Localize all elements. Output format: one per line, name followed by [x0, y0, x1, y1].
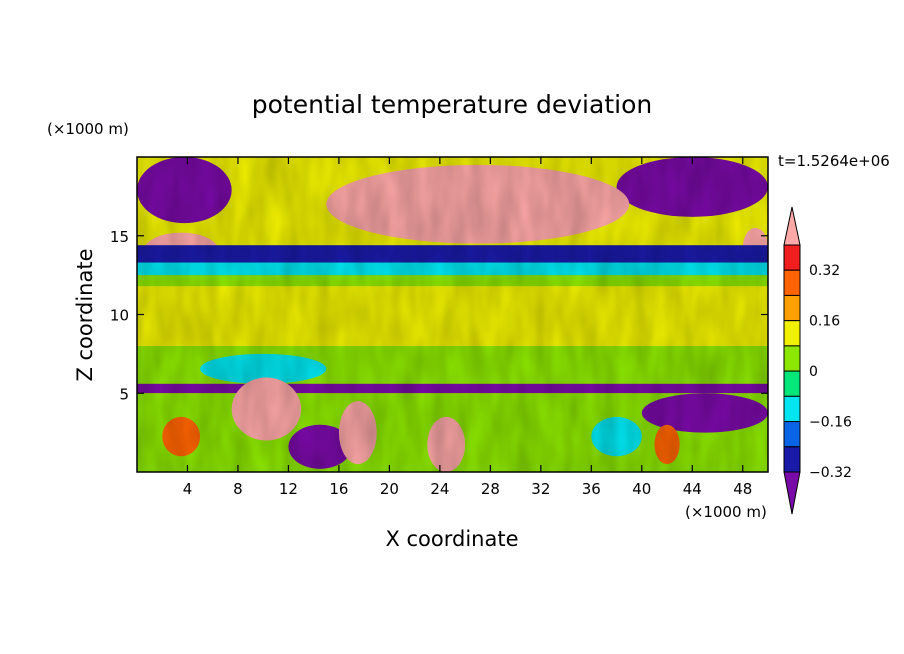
colorbar-box — [783, 320, 801, 347]
y-axis: 5 10 15 — [110, 228, 768, 403]
x-axis: 4 8 12 16 20 24 28 32 36 40 44 48 — [183, 157, 752, 498]
colorbar-box — [783, 269, 801, 296]
y-tick-label: 15 — [110, 228, 129, 246]
colorbar-label: −0.16 — [809, 415, 852, 431]
y-tick-label: 10 — [110, 307, 129, 325]
x-unit-label: (×1000 m) — [685, 503, 767, 521]
colorbar-box — [783, 345, 801, 372]
x-tick-label: 12 — [279, 480, 298, 498]
colorbar-box — [783, 294, 801, 322]
time-label: t=1.5264e+06 — [778, 152, 890, 170]
x-tick-label: 48 — [733, 480, 752, 498]
y-tick-label: 5 — [119, 385, 129, 403]
x-tick-label: 24 — [430, 480, 449, 498]
x-axis-title: X coordinate — [385, 527, 518, 551]
colorbar-label: 0.32 — [809, 263, 840, 279]
colorbar-label: 0 — [809, 364, 818, 380]
colorbar-extend-max — [783, 206, 801, 246]
colorbar-box — [783, 421, 801, 448]
chart-title: potential temperature deviation — [252, 90, 652, 119]
x-tick-label: 4 — [183, 480, 193, 498]
x-tick-label: 32 — [531, 480, 550, 498]
colorbar-box — [783, 244, 801, 271]
colorbar-box — [783, 395, 801, 423]
x-tick-label: 20 — [380, 480, 399, 498]
x-tick-label: 16 — [329, 480, 348, 498]
colorbar-box — [783, 446, 801, 473]
x-tick-label: 36 — [582, 480, 601, 498]
y-axis-title: Z coordinate — [73, 248, 97, 381]
colorbar-label: 0.16 — [809, 314, 840, 330]
field-texture — [137, 157, 768, 472]
colorbar-labels: 0.32 0.16 0 −0.16 −0.32 — [809, 263, 852, 481]
x-tick-label: 44 — [683, 480, 702, 498]
x-tick-label: 28 — [481, 480, 500, 498]
colorbar-label: −0.32 — [809, 465, 852, 481]
colorbar-box — [783, 370, 801, 397]
colorbar-extend-min — [783, 471, 801, 515]
x-tick-label: 40 — [632, 480, 651, 498]
x-tick-label: 8 — [233, 480, 243, 498]
y-unit-label: (×1000 m) — [47, 120, 129, 138]
colorbar — [783, 206, 801, 515]
